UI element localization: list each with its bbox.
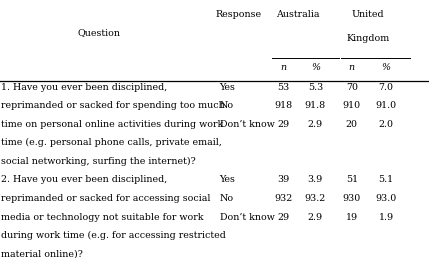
Text: No: No bbox=[220, 101, 234, 110]
Text: %: % bbox=[311, 63, 320, 72]
Text: 5.1: 5.1 bbox=[378, 175, 394, 184]
Text: No: No bbox=[220, 194, 234, 203]
Text: reprimanded or sacked for spending too much: reprimanded or sacked for spending too m… bbox=[1, 101, 225, 110]
Text: Yes: Yes bbox=[220, 175, 236, 184]
Text: 3.9: 3.9 bbox=[308, 175, 323, 184]
Text: n: n bbox=[280, 63, 286, 72]
Text: 93.0: 93.0 bbox=[375, 194, 397, 203]
Text: media or technology not suitable for work: media or technology not suitable for wor… bbox=[1, 213, 203, 222]
Text: %: % bbox=[382, 63, 390, 72]
Text: United: United bbox=[352, 10, 384, 19]
Text: 29: 29 bbox=[277, 213, 289, 222]
Text: Response: Response bbox=[215, 10, 261, 19]
Text: 19: 19 bbox=[346, 213, 358, 222]
Text: 1. Have you ever been disciplined,: 1. Have you ever been disciplined, bbox=[1, 83, 167, 92]
Text: during work time (e.g. for accessing restricted: during work time (e.g. for accessing res… bbox=[1, 231, 226, 240]
Text: 918: 918 bbox=[274, 101, 292, 110]
Text: material online)?: material online)? bbox=[1, 250, 83, 258]
Text: 7.0: 7.0 bbox=[379, 83, 393, 92]
Text: social networking, surfing the internet)?: social networking, surfing the internet)… bbox=[1, 157, 196, 166]
Text: n: n bbox=[349, 63, 355, 72]
Text: time (e.g. personal phone calls, private email,: time (e.g. personal phone calls, private… bbox=[1, 138, 222, 147]
Text: 2.0: 2.0 bbox=[379, 120, 393, 129]
Text: 1.9: 1.9 bbox=[378, 213, 394, 222]
Text: 29: 29 bbox=[277, 120, 289, 129]
Text: 2.9: 2.9 bbox=[308, 213, 323, 222]
Text: 910: 910 bbox=[343, 101, 361, 110]
Text: Don’t know: Don’t know bbox=[220, 213, 275, 222]
Text: 5.3: 5.3 bbox=[308, 83, 323, 92]
Text: 51: 51 bbox=[346, 175, 358, 184]
Text: 91.8: 91.8 bbox=[305, 101, 326, 110]
Text: 2. Have you ever been disciplined,: 2. Have you ever been disciplined, bbox=[1, 175, 167, 184]
Text: Yes: Yes bbox=[220, 83, 236, 92]
Text: 53: 53 bbox=[277, 83, 289, 92]
Text: 93.2: 93.2 bbox=[305, 194, 326, 203]
Text: 91.0: 91.0 bbox=[375, 101, 397, 110]
Text: Question: Question bbox=[77, 28, 120, 37]
Text: Australia: Australia bbox=[276, 10, 320, 19]
Text: 39: 39 bbox=[277, 175, 289, 184]
Text: 2.9: 2.9 bbox=[308, 120, 323, 129]
Text: 932: 932 bbox=[274, 194, 292, 203]
Text: time on personal online activities during work: time on personal online activities durin… bbox=[1, 120, 223, 129]
Text: 20: 20 bbox=[346, 120, 358, 129]
Text: Don’t know: Don’t know bbox=[220, 120, 275, 129]
Text: 930: 930 bbox=[343, 194, 361, 203]
Text: 70: 70 bbox=[346, 83, 358, 92]
Text: Kingdom: Kingdom bbox=[347, 34, 390, 43]
Text: reprimanded or sacked for accessing social: reprimanded or sacked for accessing soci… bbox=[1, 194, 210, 203]
